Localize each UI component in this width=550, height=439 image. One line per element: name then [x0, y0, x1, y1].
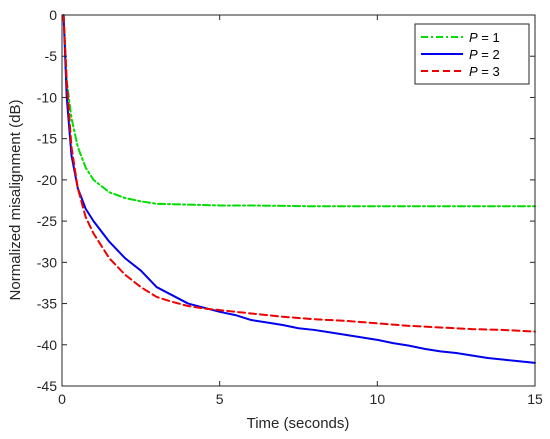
series-line-p3	[62, 14, 536, 333]
x-tick-label: 0	[58, 391, 66, 407]
y-tick-label: -10	[37, 89, 57, 105]
x-tick-label: 15	[527, 391, 543, 407]
x-axis-ticks: 0 5 10 15	[58, 15, 543, 407]
legend-symbol: P	[469, 64, 478, 79]
y-axis-label: Normalized misalignment (dB)	[7, 100, 24, 301]
y-tick-label: -25	[37, 213, 57, 229]
x-tick-label: 10	[370, 391, 386, 407]
y-tick-label: -35	[37, 296, 57, 312]
y-tick-label: -40	[37, 337, 57, 353]
y-axis-ticks: 0 -5 -10 -15 -20 -25 -30 -35 -40 -45	[37, 7, 535, 394]
x-axis-label: Time (seconds)	[247, 415, 350, 432]
series-line-p1	[62, 14, 536, 208]
legend-label-p1: P = 1	[469, 30, 500, 45]
series-line-p2	[62, 14, 536, 364]
y-tick-label: -5	[45, 48, 58, 64]
legend-label-p2: P = 2	[469, 47, 500, 62]
legend: P = 1P = 2P = 3	[414, 23, 530, 85]
y-tick-label: -45	[37, 378, 57, 394]
legend-label-p3: P = 3	[469, 64, 500, 79]
legend-symbol: P	[469, 47, 478, 62]
y-tick-label: -20	[37, 172, 57, 188]
x-tick-label: 5	[216, 391, 224, 407]
y-tick-label: -30	[37, 254, 57, 270]
series-layer	[62, 14, 536, 364]
plot-area-frame	[61, 14, 536, 387]
legend-value: = 1	[478, 30, 500, 45]
y-tick-label: -15	[37, 131, 57, 147]
legend-symbol: P	[469, 30, 478, 45]
legend-value: = 3	[478, 64, 500, 79]
y-tick-label: 0	[49, 7, 57, 23]
legend-value: = 2	[478, 47, 500, 62]
